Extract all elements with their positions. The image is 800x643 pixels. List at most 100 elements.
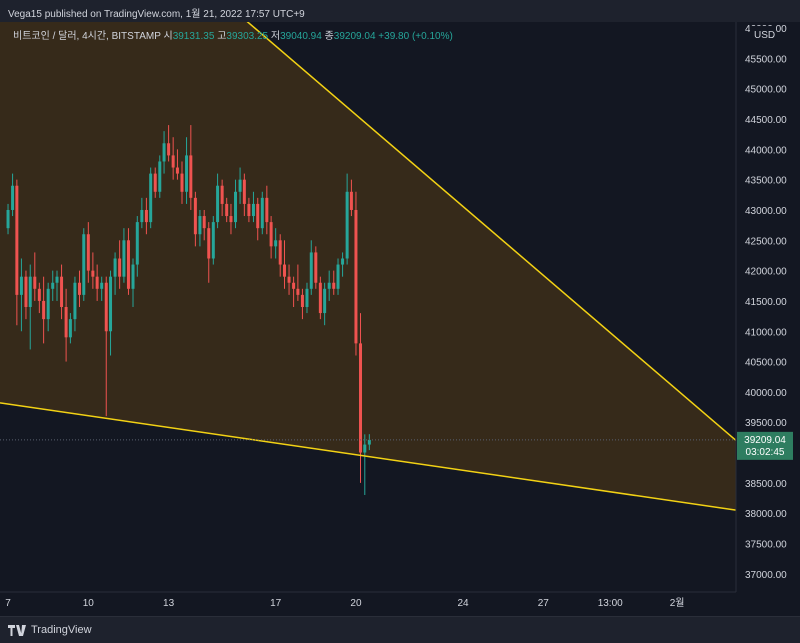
candle-body — [46, 288, 50, 320]
candle-body — [251, 203, 255, 217]
legend-open-label: 시 — [163, 31, 173, 42]
price-tick-label: 40000.00 — [745, 388, 787, 399]
price-tick-label: 40500.00 — [745, 358, 787, 369]
candle-body — [354, 209, 358, 344]
candle-body — [242, 179, 246, 204]
candle-body — [269, 222, 273, 247]
current-price-value: 39209.04 — [744, 435, 786, 446]
candle-body — [175, 167, 179, 174]
candle-body — [349, 191, 353, 210]
candle-body — [158, 161, 162, 192]
candle-body — [336, 264, 340, 289]
candle-body — [282, 264, 286, 277]
candle-body — [73, 282, 77, 320]
candle-body — [91, 270, 95, 277]
candle-body — [144, 209, 148, 223]
candle-body — [109, 276, 113, 332]
candle-body — [126, 240, 130, 289]
lower-trendline[interactable] — [0, 402, 737, 511]
candle-body — [278, 240, 282, 265]
candle-body — [86, 234, 90, 271]
time-tick-label: 2월 — [670, 597, 685, 609]
publish-info: Vega15 published on TradingView.com, 1월 … — [8, 9, 305, 20]
time-axis-ticks: 7 10 13 17 20 24 27 13:00 2월 — [5, 597, 684, 609]
price-tick-label: 43500.00 — [745, 176, 787, 187]
candle-body — [305, 288, 309, 307]
tradingview-brand[interactable]: TradingView — [8, 624, 92, 636]
candle-body — [202, 216, 206, 229]
candle-body — [198, 216, 202, 235]
time-axis-background[interactable] — [0, 592, 800, 616]
chart-legend: 비트코인 / 달러, 4시간, BITSTAMP 시39131.35 고3930… — [13, 27, 453, 42]
candle-body — [19, 276, 23, 295]
candle-body — [341, 258, 345, 265]
candle-body — [323, 288, 327, 314]
candle-body — [189, 155, 193, 198]
candle-body — [55, 276, 59, 283]
wedge-pattern-fill — [0, 22, 736, 511]
candle-body — [180, 173, 184, 192]
candle-body — [216, 185, 220, 223]
candle-body — [274, 240, 278, 247]
candle-body — [95, 276, 99, 289]
candle-body — [225, 203, 229, 217]
candle-body — [68, 319, 72, 338]
candle-body — [167, 143, 171, 156]
candles — [6, 125, 371, 495]
candle-body — [314, 252, 318, 283]
candle-body — [153, 173, 157, 192]
time-tick-label: 7 — [5, 598, 11, 609]
candle-body — [42, 300, 46, 320]
legend-high-value: 39303.25 — [226, 31, 269, 42]
candle-body — [140, 209, 144, 223]
candle-body — [51, 282, 55, 289]
price-tick-label: 41000.00 — [745, 327, 787, 338]
bottom-bar: TradingView — [0, 616, 800, 643]
candle-body — [149, 173, 153, 223]
candle-body — [162, 143, 166, 162]
time-tick-label: 24 — [457, 598, 469, 609]
candle-body — [171, 155, 175, 168]
candle-body — [256, 203, 260, 229]
legend-close-label: 종 — [324, 31, 334, 42]
candle-body — [296, 288, 300, 295]
candle-body — [332, 282, 336, 289]
price-axis-ticks: 37000.0037500.0038000.0038500.0039000.00… — [745, 24, 787, 581]
candle-body — [229, 216, 233, 223]
candle-body — [131, 264, 135, 289]
price-tick-label: 39500.00 — [745, 418, 787, 429]
candle-body — [211, 222, 215, 259]
current-price-tag-bg — [737, 431, 793, 460]
price-tick-label: 42000.00 — [745, 267, 787, 278]
candle-body — [60, 276, 64, 307]
price-tick-label: 44000.00 — [745, 145, 787, 156]
price-tick-label: 42500.00 — [745, 236, 787, 247]
candle-body — [327, 282, 331, 289]
candle-body — [265, 197, 269, 223]
time-tick-label: 13 — [163, 598, 175, 609]
price-tick-label: 37000.00 — [745, 570, 787, 581]
candle-body — [33, 276, 37, 289]
candle-body — [77, 282, 81, 295]
price-axis-background[interactable] — [736, 22, 800, 592]
candle-body — [104, 282, 108, 332]
candle-body — [260, 197, 264, 229]
candle-body — [247, 203, 251, 217]
time-tick-label: 17 — [270, 598, 282, 609]
candle-body — [28, 276, 32, 307]
price-tick-label: 45500.00 — [745, 54, 787, 65]
legend-symbol: 비트코인 / 달러, 4시간, BITSTAMP — [13, 31, 161, 42]
time-tick-label: 27 — [538, 598, 550, 609]
candle-body — [345, 191, 349, 259]
price-chart[interactable]: 37000.0037500.0038000.0038500.0039000.00… — [0, 22, 800, 616]
price-tick-label: 38500.00 — [745, 479, 787, 490]
price-tick-label: 44500.00 — [745, 115, 787, 126]
upper-trendline[interactable] — [0, 22, 737, 441]
candle-countdown: 03:02:45 — [746, 447, 785, 458]
price-tick-label: 38000.00 — [745, 509, 787, 520]
candle-body — [238, 179, 242, 192]
candle-body — [100, 282, 104, 289]
candle-body — [220, 185, 224, 204]
time-tick-label: 13:00 — [598, 598, 623, 609]
candle-body — [64, 307, 68, 338]
